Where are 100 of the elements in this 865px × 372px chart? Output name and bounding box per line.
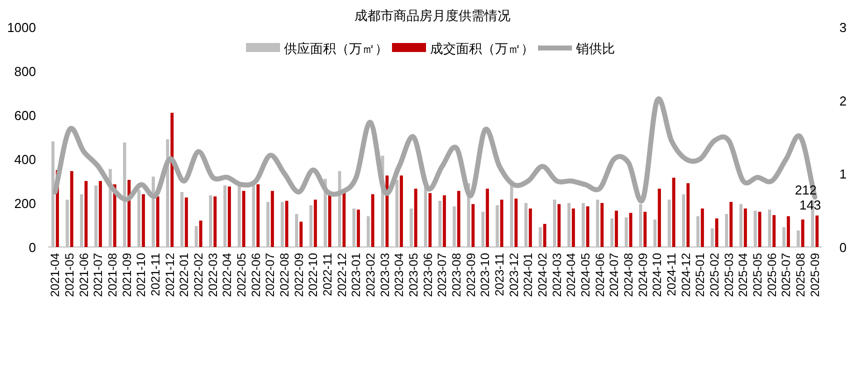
y2-tick-label: 1 [839,166,847,182]
x-tick-label: 2025-08 [794,252,808,298]
x-tick-label: 2022-03 [206,252,220,298]
x-tick-label: 2024-01 [521,252,536,298]
x-tick-label: 2025-07 [779,252,794,298]
bar [428,193,432,247]
bar [170,112,174,247]
x-tick-label: 2021-04 [48,252,62,298]
bar [142,194,145,247]
bar [472,204,475,247]
x-tick-label: 2024-07 [607,252,622,298]
bar [744,208,747,247]
bar [758,212,762,247]
x-tick-label: 2024-04 [564,252,578,298]
x-tick-label: 2022-07 [263,252,278,298]
x-tick-label: 2021-11 [148,252,162,296]
bar [414,188,418,247]
x-tick-label: 2023-07 [435,252,450,298]
x-tick-label: 2022-12 [334,252,349,298]
x-tick-label: 2024-11 [664,252,678,296]
bar [84,181,88,247]
x-tick-label: 2023-10 [478,252,492,298]
x-tick-label: 2024-12 [678,252,693,298]
x-tick-label: 2022-06 [248,252,263,298]
x-tick-label: 2021-09 [120,252,134,298]
x-tick-label: 2025-02 [708,252,722,298]
bar [686,183,690,247]
x-tick-label: 2022-10 [306,252,320,298]
x-tick-label: 2023-06 [420,252,435,298]
bar [558,204,561,247]
bar [98,181,102,247]
data-label: 143 [799,198,822,213]
y2-tick-label: 0 [839,240,847,255]
x-tick-label: 2023-09 [464,252,478,298]
bar [672,178,676,247]
bar [356,210,360,247]
x-tick-label: 2025-06 [764,252,779,298]
x-tick-label: 2025-09 [808,252,822,298]
legend-label: 销供比 [575,41,615,56]
bar [658,188,661,247]
bar [528,208,532,247]
y-tick-label: 800 [14,64,36,79]
x-tick-label: 2021-06 [76,252,91,298]
bar [285,200,288,247]
x-tick-label: 2021-08 [106,252,120,298]
bar [400,176,403,247]
bar [228,186,231,247]
bar [614,210,618,247]
x-tick-label: 2022-11 [320,252,334,296]
x-tick-label: 2022-04 [220,252,234,298]
bar [371,194,374,247]
x-tick-label: 2023-01 [349,252,364,298]
bar [700,208,704,247]
data-label: 212 [794,182,817,198]
bar [214,196,217,247]
legend-label: 成交面积（万㎡） [430,41,534,56]
x-tick-label: 2023-02 [364,252,378,298]
bar [572,208,575,247]
y-tick-label: 0 [28,240,36,255]
bar [801,220,804,247]
x-tick-label: 2022-02 [192,252,206,298]
bar [772,215,776,247]
bar [816,216,819,247]
x-tick-label: 2024-03 [550,252,564,298]
bar [457,190,460,247]
bar [242,190,246,247]
bar [715,218,718,247]
bar [314,200,317,247]
x-tick-label: 2023-12 [506,252,521,298]
x-tick-label: 2024-05 [578,252,592,298]
legend-label: 供应面积（万㎡） [284,41,388,56]
x-tick-label: 2021-10 [134,252,148,298]
bar [500,200,504,247]
chart-title: 成都市商品房月度供需情况 [354,8,510,23]
bar [270,190,274,247]
x-tick-label: 2024-02 [536,252,550,298]
x-tick-label: 2021-07 [91,252,106,298]
x-tick-label: 2025-03 [722,252,736,298]
y-tick-label: 400 [14,152,36,167]
x-tick-label: 2025-05 [750,252,764,298]
bar [586,206,590,247]
y-tick-label: 600 [14,108,36,123]
bar [600,203,604,247]
bar [543,224,546,247]
x-tick-label: 2022-05 [234,252,248,298]
x-tick-label: 2025-04 [736,252,750,298]
y-tick-label: 200 [14,196,36,211]
x-tick-label: 2024-09 [636,252,650,298]
x-tick-label: 2022-01 [177,252,192,298]
x-tick-label: 2023-05 [406,252,420,298]
x-tick-label: 2021-12 [162,252,177,298]
bar [486,188,489,247]
bar [786,216,790,247]
x-tick-label: 2022-09 [292,252,306,298]
bar [514,198,518,247]
x-tick-label: 2023-03 [378,252,392,298]
bar [70,171,74,247]
y2-tick-label: 3 [839,20,847,35]
x-tick-label: 2024-06 [592,252,607,298]
bar [644,212,647,247]
